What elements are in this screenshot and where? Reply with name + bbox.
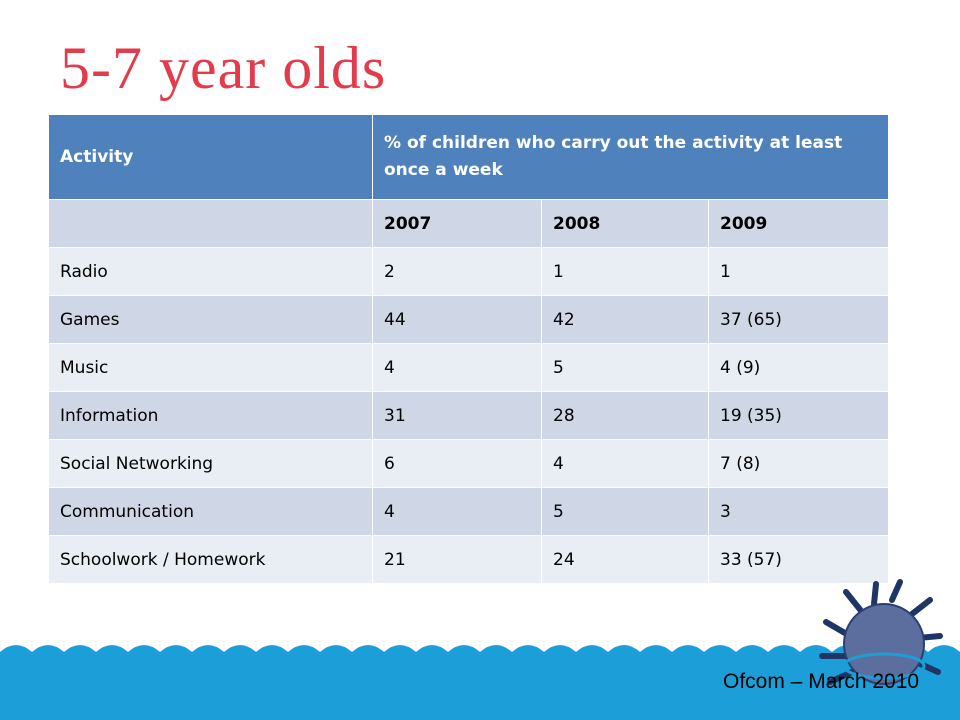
value-cell: 42: [541, 295, 709, 344]
header-percentage: % of children who carry out the activity…: [371, 114, 890, 200]
value-cell: 4 (9): [707, 343, 890, 392]
activity-cell: Music: [48, 343, 373, 392]
table-row: Schoolwork / Homework 21 24 33 (57): [48, 535, 890, 584]
table-row: Information 31 28 19 (35): [48, 391, 890, 440]
activity-table: Activity % of children who carry out the…: [48, 114, 890, 584]
table-row: Games 44 42 37 (65): [48, 295, 890, 344]
slide-title: 5-7 year olds: [60, 35, 387, 101]
value-cell: 33 (57): [707, 535, 890, 584]
activity-cell: Social Networking: [48, 439, 373, 488]
value-cell: 2: [372, 247, 542, 296]
value-cell: 19 (35): [707, 391, 890, 440]
sea-waves: [0, 645, 960, 720]
activity-cell: Communication: [48, 487, 373, 536]
sea-mine-icon: [819, 579, 943, 685]
value-cell: 28: [541, 391, 709, 440]
table-row: Radio 2 1 1: [48, 247, 890, 296]
value-cell: 4: [372, 343, 542, 392]
value-cell: 5: [541, 343, 709, 392]
header-activity: Activity: [48, 114, 373, 200]
year-cell: 2009: [707, 199, 890, 248]
activity-cell: Games: [48, 295, 373, 344]
value-cell: 44: [372, 295, 542, 344]
value-cell: 37 (65): [707, 295, 890, 344]
activity-cell: Radio: [48, 247, 373, 296]
table-header-row: Activity % of children who carry out the…: [48, 114, 890, 200]
value-cell: 4: [541, 439, 709, 488]
value-cell: 31: [372, 391, 542, 440]
source-footer: Ofcom – March 2010: [723, 670, 920, 693]
table-row: Social Networking 6 4 7 (8): [48, 439, 890, 488]
value-cell: 1: [707, 247, 890, 296]
value-cell: 4: [372, 487, 542, 536]
value-cell: 3: [707, 487, 890, 536]
year-cell: [48, 199, 373, 248]
years-row: 2007 2008 2009: [48, 199, 890, 248]
value-cell: 24: [541, 535, 709, 584]
table-row: Communication 4 5 3: [48, 487, 890, 536]
year-cell: 2008: [541, 199, 709, 248]
table-row: Music 4 5 4 (9): [48, 343, 890, 392]
value-cell: 21: [372, 535, 542, 584]
activity-cell: Schoolwork / Homework: [48, 535, 373, 584]
value-cell: 5: [541, 487, 709, 536]
value-cell: 6: [372, 439, 542, 488]
value-cell: 7 (8): [707, 439, 890, 488]
activity-cell: Information: [48, 391, 373, 440]
year-cell: 2007: [372, 199, 542, 248]
value-cell: 1: [541, 247, 709, 296]
